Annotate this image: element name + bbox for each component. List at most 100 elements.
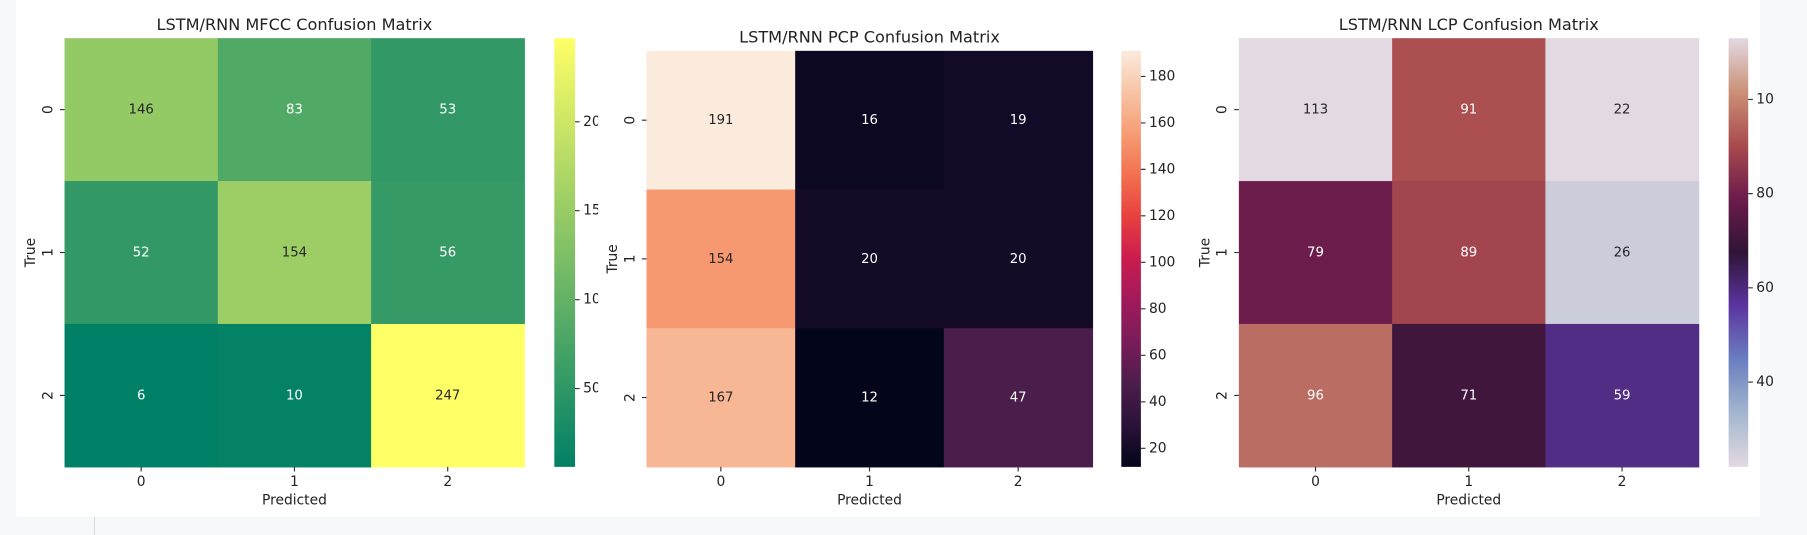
cell-label: 12 (861, 391, 878, 406)
colorbar-ticks: 40 60 80 100 (1748, 91, 1782, 390)
chart-title: LSTM/RNN MFCC Confusion Matrix (157, 15, 433, 34)
heatmap-cell (64, 38, 219, 182)
y-tick-label: 2 (622, 393, 638, 402)
heatmap-cell (217, 323, 372, 468)
colorbar (1121, 50, 1141, 467)
colorbar-tick-label: 120 (1149, 208, 1175, 224)
cell-label: 19 (1010, 113, 1027, 128)
heatmap-cell (371, 38, 525, 182)
x-tick-label: 0 (137, 474, 146, 490)
chart-title: LSTM/RNN PCP Confusion Matrix (739, 28, 1000, 47)
heatmap-cell (646, 50, 796, 191)
heatmap-cell (217, 181, 372, 325)
heatmap-cell (943, 328, 1094, 468)
cell-label: 56 (439, 246, 456, 261)
heatmap-cell (943, 189, 1094, 329)
y-tick-label: 1 (622, 254, 638, 263)
y-tick-label: 1 (1215, 248, 1231, 257)
cell-label: 53 (439, 103, 456, 118)
colorbar-tick-label: 40 (1756, 374, 1774, 390)
cell-label: 96 (1307, 388, 1324, 403)
heatmap-cell (1392, 181, 1546, 325)
colorbar-tick-label: 20 (1149, 440, 1167, 456)
cell-label: 191 (708, 113, 733, 128)
cell-label: 6 (137, 388, 145, 403)
x-tick-label: 0 (1311, 474, 1320, 490)
x-tick-label: 1 (290, 474, 299, 490)
y-tick-label: 0 (622, 116, 638, 125)
heatmap-cell (646, 328, 796, 468)
heatmap-cell (646, 189, 796, 329)
heatmap-cell (64, 323, 219, 468)
colorbar-tick-label: 200 (583, 114, 609, 130)
heatmap-cell (1545, 323, 1700, 468)
colorbar-tick-label: 150 (583, 203, 609, 219)
cell-label: 47 (1010, 391, 1027, 406)
heatmap-cell (217, 38, 372, 182)
y-tick-label: 0 (40, 105, 56, 114)
cell-label: 154 (282, 246, 307, 261)
colorbar (554, 38, 576, 467)
cell-label: 247 (435, 388, 460, 403)
cell-label: 22 (1614, 103, 1631, 118)
cell-label: 26 (1614, 246, 1631, 261)
colorbar (1728, 38, 1749, 467)
x-axis-label: Predicted (1436, 492, 1501, 508)
x-axis-label: Predicted (262, 492, 327, 508)
cell-label: 89 (1460, 246, 1477, 261)
cell-label: 20 (1010, 252, 1027, 267)
heatmap-cell (1392, 38, 1546, 182)
heatmap-cell (1392, 323, 1546, 468)
colorbar-tick-label: 100 (1756, 91, 1782, 107)
chart-title: LSTM/RNN LCP Confusion Matrix (1339, 15, 1600, 34)
y-tick-label: 1 (40, 248, 56, 257)
cell-label: 83 (286, 103, 303, 118)
cell-label: 167 (708, 391, 733, 406)
heatmap-cell (795, 50, 945, 191)
cell-label: 79 (1307, 246, 1324, 261)
cell-label: 16 (861, 113, 878, 128)
heatmap-cell (371, 181, 525, 325)
cell-label: 146 (129, 103, 154, 118)
cell-label: 10 (286, 388, 303, 403)
colorbar-tick-label: 180 (1149, 68, 1175, 84)
heatmap-cell (795, 189, 945, 329)
colorbar-tick-label: 60 (1756, 280, 1774, 296)
colorbar-ticks: 20 40 60 80 100 120 140 160 180 (1140, 68, 1175, 456)
cell-label: 154 (708, 252, 733, 267)
x-tick-label: 1 (1464, 474, 1473, 490)
colorbar-tick-label: 140 (1149, 161, 1175, 177)
cell-label: 113 (1303, 103, 1328, 118)
cell-label: 71 (1460, 388, 1477, 403)
heatmap-cell (1238, 38, 1393, 182)
x-axis-label: Predicted (837, 492, 902, 508)
x-tick-label: 2 (1014, 474, 1023, 490)
cell-label: 20 (861, 252, 878, 267)
colorbar-tick-label: 50 (583, 381, 601, 397)
y-tick-label: 2 (1215, 391, 1231, 400)
y-axis-label: True (23, 238, 39, 268)
cell-label: 52 (133, 246, 150, 261)
heatmap-cell (795, 328, 945, 468)
y-axis-label: True (605, 244, 621, 274)
y-axis-label: True (1197, 238, 1213, 268)
x-tick-label: 1 (865, 474, 874, 490)
colorbar-tick-label: 80 (1756, 186, 1774, 202)
colorbar-tick-label: 80 (1149, 301, 1167, 317)
heatmap-cell (1238, 323, 1393, 468)
heatmap-cell (1545, 38, 1700, 182)
colorbar-tick-label: 100 (1149, 254, 1175, 270)
heatmap-cell (1238, 181, 1393, 325)
x-tick-label: 2 (443, 474, 452, 490)
heatmap-cell (371, 323, 525, 468)
y-tick-label: 2 (40, 391, 56, 400)
x-tick-label: 0 (716, 474, 725, 490)
colorbar-tick-label: 160 (1149, 115, 1175, 131)
heatmap-cell (64, 181, 219, 325)
cell-label: 91 (1460, 103, 1477, 118)
heatmap-cell (943, 50, 1094, 191)
cell-label: 59 (1614, 388, 1631, 403)
colorbar-ticks: 50 100 150 200 (575, 114, 609, 397)
